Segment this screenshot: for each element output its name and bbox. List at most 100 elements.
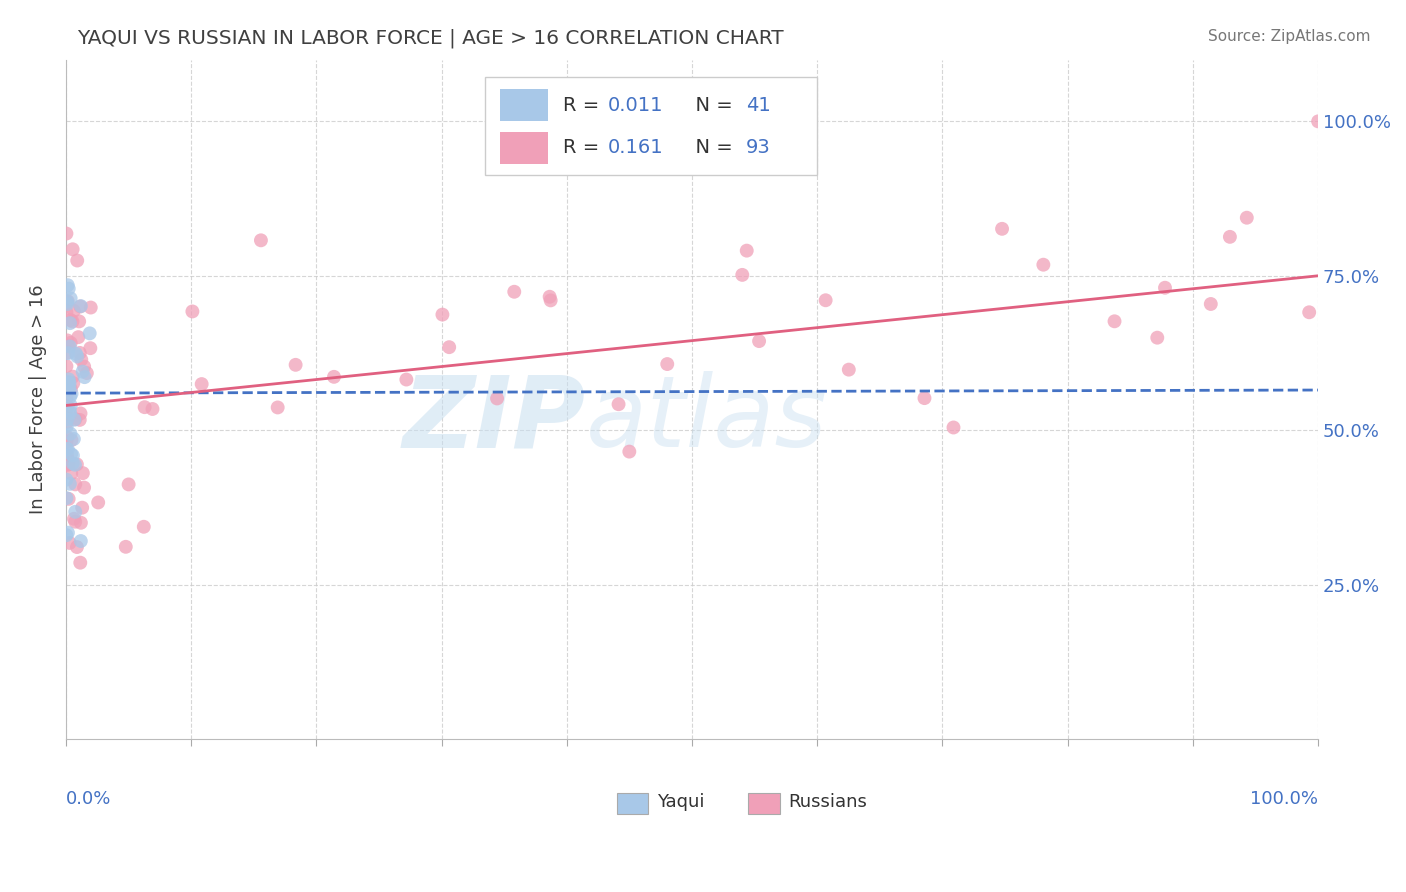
Text: 0.011: 0.011 — [607, 95, 664, 114]
Point — [56, 294, 79, 309]
Point — [56, 415, 79, 429]
Point — [63, 512, 86, 526]
Point — [117, 477, 139, 491]
Point — [69, 413, 91, 427]
Point — [62, 376, 84, 391]
Point — [56, 458, 79, 472]
Point — [141, 402, 163, 417]
Point — [59, 406, 82, 420]
Point — [56, 452, 79, 467]
Point — [58, 457, 80, 471]
Point — [62, 242, 84, 256]
Point — [58, 380, 80, 394]
Point — [59, 316, 82, 330]
Point — [70, 352, 93, 367]
Point — [55, 305, 77, 319]
Point — [70, 500, 93, 515]
Point — [73, 481, 96, 495]
Point — [55, 442, 77, 456]
Point — [59, 390, 82, 404]
Point — [60, 467, 83, 481]
Point — [132, 520, 155, 534]
Point — [65, 505, 87, 519]
Point — [56, 400, 79, 414]
Point — [56, 431, 79, 445]
Point — [619, 444, 641, 458]
Text: R =: R = — [562, 95, 606, 114]
Point — [70, 299, 93, 313]
Point — [58, 403, 80, 417]
FancyBboxPatch shape — [748, 793, 780, 814]
Point — [58, 376, 80, 391]
Point — [134, 400, 156, 414]
Point — [59, 399, 82, 413]
Point — [56, 442, 79, 457]
Point — [1199, 297, 1222, 311]
Point — [62, 456, 84, 470]
Point — [267, 401, 290, 415]
Text: R =: R = — [562, 138, 606, 157]
Point — [55, 295, 77, 310]
Point — [55, 473, 77, 487]
Point — [72, 365, 94, 379]
Point — [56, 412, 79, 426]
Point — [55, 434, 77, 449]
Point — [181, 304, 204, 318]
Point — [58, 338, 80, 352]
Point — [657, 357, 679, 371]
Point — [503, 285, 526, 299]
Text: YAQUI VS RUSSIAN IN LABOR FORCE | AGE > 16 CORRELATION CHART: YAQUI VS RUSSIAN IN LABOR FORCE | AGE > … — [77, 29, 785, 48]
Point — [838, 362, 860, 376]
Point — [67, 330, 90, 344]
Point — [540, 293, 562, 308]
Point — [65, 347, 87, 361]
Point — [55, 528, 77, 542]
Point — [55, 419, 77, 434]
FancyBboxPatch shape — [485, 77, 817, 175]
Point — [65, 477, 87, 491]
Point — [59, 313, 82, 327]
Point — [63, 432, 86, 446]
Point — [284, 358, 307, 372]
Point — [58, 491, 80, 506]
Point — [1154, 281, 1177, 295]
Point — [432, 308, 454, 322]
Point — [56, 458, 79, 472]
Point — [59, 291, 82, 305]
Point — [55, 391, 77, 405]
Point — [56, 294, 79, 309]
Point — [59, 339, 82, 353]
Point — [59, 536, 82, 550]
Point — [60, 386, 83, 401]
Point — [58, 372, 80, 386]
Point — [942, 420, 965, 434]
Point — [190, 377, 212, 392]
Point — [59, 476, 82, 491]
Text: N =: N = — [683, 95, 740, 114]
Point — [55, 227, 77, 241]
Point — [56, 278, 79, 293]
Point — [114, 540, 136, 554]
Point — [538, 290, 561, 304]
Point — [63, 413, 86, 427]
FancyBboxPatch shape — [501, 89, 548, 121]
Point — [56, 346, 79, 360]
Point — [73, 370, 96, 384]
Point — [73, 359, 96, 374]
Point — [395, 372, 418, 386]
Point — [55, 359, 77, 374]
Point — [70, 516, 93, 530]
Point — [69, 346, 91, 360]
Y-axis label: In Labor Force | Age > 16: In Labor Force | Age > 16 — [30, 285, 46, 514]
Point — [1146, 331, 1168, 345]
Point — [1298, 305, 1320, 319]
Text: 0.161: 0.161 — [607, 138, 664, 157]
Text: Source: ZipAtlas.com: Source: ZipAtlas.com — [1208, 29, 1371, 44]
Point — [65, 515, 87, 529]
Point — [56, 525, 79, 540]
Point — [76, 366, 98, 380]
Point — [87, 495, 110, 509]
Point — [1104, 314, 1126, 328]
Point — [323, 369, 346, 384]
Point — [66, 350, 89, 364]
